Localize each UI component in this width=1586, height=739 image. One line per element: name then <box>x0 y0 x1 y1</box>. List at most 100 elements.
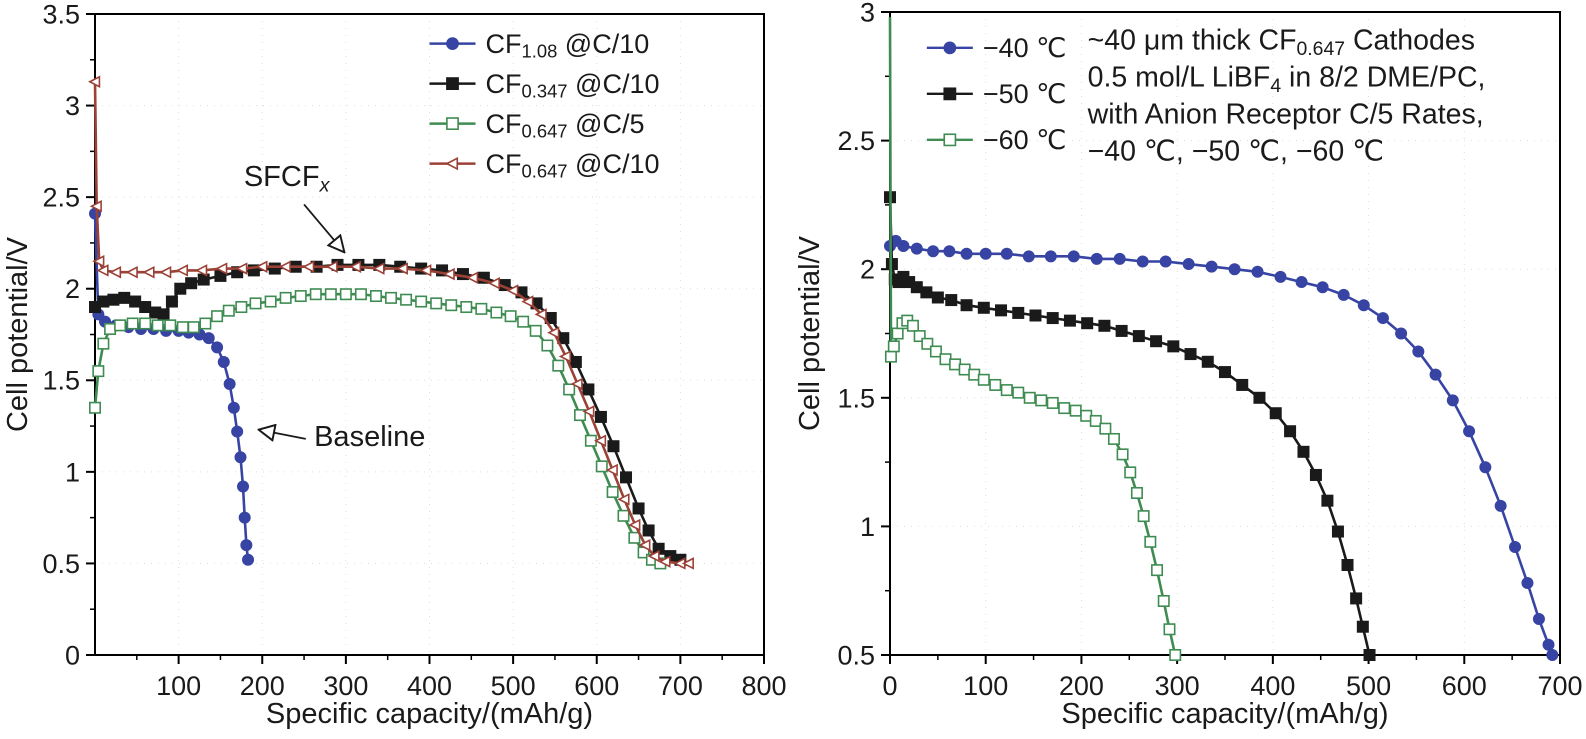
series-marker <box>1542 638 1555 651</box>
series-marker <box>620 471 633 484</box>
axes: 0 100 200 300 400 500 600 700 0.5 1 1.5 2 2.5 3 <box>837 0 1582 701</box>
series-marker <box>1151 564 1164 577</box>
series-marker <box>605 463 618 477</box>
series-marker <box>504 310 517 323</box>
series-marker <box>223 377 236 390</box>
series-marker <box>1035 394 1048 407</box>
series-marker <box>1376 312 1389 325</box>
series-marker <box>931 291 944 304</box>
series-marker <box>927 245 940 258</box>
series-marker <box>1063 314 1076 327</box>
legend-entry: CF0.647 @C/5 <box>429 109 644 142</box>
series-marker <box>1412 345 1425 358</box>
series-marker <box>506 284 519 297</box>
series-marker <box>199 317 212 330</box>
series-marker <box>139 317 152 330</box>
series-marker <box>1136 255 1149 268</box>
legend-marker <box>446 37 459 51</box>
series-marker <box>1546 648 1559 661</box>
series-marker <box>1012 386 1025 399</box>
series-marker <box>534 308 547 321</box>
series-marker <box>294 290 307 303</box>
series-marker <box>118 291 131 304</box>
series-0 <box>89 207 255 566</box>
series-marker <box>593 434 607 447</box>
legend-label: −50 ℃ <box>983 79 1067 109</box>
series-marker <box>487 276 500 290</box>
series-marker <box>339 288 352 301</box>
series-marker <box>1395 327 1408 340</box>
series-marker <box>125 265 138 279</box>
series-marker <box>977 373 990 386</box>
y-tick-label: 1.5 <box>837 383 875 413</box>
series-marker <box>88 75 101 89</box>
series-marker <box>632 502 645 515</box>
y-tick-label: 0.5 <box>42 549 80 579</box>
series-marker <box>1356 620 1369 633</box>
x-tick-label: 100 <box>156 671 201 701</box>
left-chart-svg: 100 200 300 400 500 600 700 800 0 0.5 1 1.5 2 2.5 3 3.5… <box>2 0 787 730</box>
series-marker <box>1000 247 1013 260</box>
series-marker <box>107 293 120 306</box>
annotation: SFCFx <box>244 161 344 252</box>
series-marker <box>1201 355 1214 368</box>
x-tick-label: 400 <box>1250 671 1295 701</box>
series-marker <box>1058 402 1071 415</box>
chart-left-cfx-rates: 100 200 300 400 500 600 700 800 0 0.5 1 1.5 2 2.5 3 3.5… <box>0 0 792 739</box>
series-marker <box>1341 558 1354 571</box>
series-marker <box>1081 317 1094 330</box>
series-marker <box>108 265 122 279</box>
series-marker <box>279 291 292 304</box>
series-marker <box>642 524 655 537</box>
series-marker <box>1316 281 1329 294</box>
series-marker <box>1163 623 1176 636</box>
series-marker <box>570 377 583 391</box>
series-marker <box>1046 396 1059 409</box>
series-marker <box>165 295 178 308</box>
series-marker <box>891 327 904 340</box>
series-marker <box>97 295 110 308</box>
series-marker <box>1099 422 1112 435</box>
x-tick-label: 700 <box>658 671 703 701</box>
series-marker <box>582 383 595 396</box>
series-marker <box>157 308 170 321</box>
series-marker <box>647 549 660 563</box>
x-tick-label: 200 <box>1059 671 1104 701</box>
series-marker <box>114 319 127 332</box>
series-marker <box>142 265 155 279</box>
series-marker <box>574 409 587 422</box>
series-marker <box>309 288 322 301</box>
series-1 <box>89 258 687 566</box>
series-marker <box>104 323 117 336</box>
series-marker <box>1029 309 1042 322</box>
series-marker <box>175 264 189 277</box>
right-chart-svg: 0 100 200 300 400 500 600 700 0.5 1 1.5 2 2.5 3 Specif… <box>794 0 1583 730</box>
series-marker <box>264 295 277 308</box>
series-marker <box>96 264 109 277</box>
x-tick-label: 800 <box>741 671 786 701</box>
series-marker <box>222 304 235 317</box>
series-marker <box>97 337 110 350</box>
series-marker <box>1331 525 1344 538</box>
series-marker <box>995 304 1008 317</box>
annotation-text: Baseline <box>314 421 425 453</box>
x-tick-label: 100 <box>963 671 1008 701</box>
legend: −40 ℃ −50 ℃ −60 ℃ <box>926 33 1067 155</box>
x-tick-label: 600 <box>574 671 619 701</box>
series-marker <box>1046 312 1059 325</box>
series-marker <box>211 341 224 354</box>
series-marker <box>176 321 189 334</box>
legend-entry: CF0.647 @C/10 <box>429 149 659 182</box>
series-marker <box>1184 348 1197 361</box>
series-marker <box>324 288 337 301</box>
series-marker <box>197 273 210 286</box>
series-marker <box>929 345 942 358</box>
series-marker <box>240 539 253 552</box>
series-marker <box>960 299 973 312</box>
series-marker <box>1251 265 1264 278</box>
series-marker <box>348 260 362 273</box>
series-marker <box>325 260 338 273</box>
series-marker <box>558 350 572 363</box>
series-marker <box>1000 384 1013 397</box>
series-0 <box>884 234 1559 661</box>
